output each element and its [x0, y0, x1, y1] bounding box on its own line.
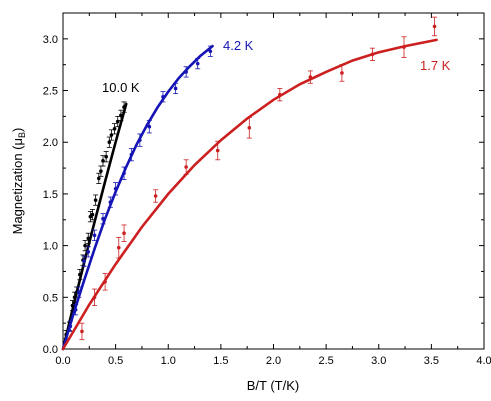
data-point — [215, 148, 220, 153]
data-point — [113, 186, 118, 191]
data-point — [103, 280, 107, 284]
y-axis-title-mu: μ — [10, 138, 25, 146]
data-point — [195, 61, 200, 66]
data-point — [122, 105, 126, 109]
data-point — [278, 92, 282, 97]
data-point — [92, 233, 97, 238]
series-group — [61, 44, 214, 351]
y-tick-label: 0.5 — [43, 292, 58, 304]
fit-curve — [61, 102, 128, 351]
data-point — [308, 75, 313, 79]
x-tick-label: 4.0 — [476, 355, 491, 367]
x-tick-label: 3.0 — [371, 355, 386, 367]
x-tick-label: 0.0 — [55, 355, 70, 367]
data-point — [82, 259, 86, 263]
data-point — [402, 45, 406, 49]
axis-ticks — [62, 12, 485, 350]
data-point — [104, 154, 108, 159]
x-tick-label: 0.5 — [108, 355, 123, 367]
data-point — [173, 86, 178, 91]
data-point — [107, 140, 112, 145]
data-point — [153, 194, 158, 198]
series-group — [61, 101, 128, 351]
x-axis-title: B/T (T/K) — [247, 378, 299, 393]
data-point — [86, 236, 91, 241]
y-tick-label: 2.0 — [43, 137, 58, 149]
data-point — [122, 231, 126, 236]
series-layer — [61, 16, 438, 351]
x-tick-label: 3.5 — [424, 355, 439, 367]
data-point — [68, 324, 73, 329]
y-tick-label: 0.0 — [43, 344, 58, 356]
data-point — [78, 272, 82, 277]
data-point — [208, 49, 213, 54]
series-label-10k: 10.0 K — [102, 80, 140, 95]
data-point — [92, 295, 97, 300]
data-point — [184, 165, 188, 169]
y-axis-title-main: Magnetization ( — [10, 145, 25, 235]
data-point — [184, 70, 188, 74]
data-point — [101, 216, 105, 221]
y-axis-title: Magnetization (μB) — [10, 128, 27, 235]
data-point — [116, 245, 121, 250]
y-tick-label: 1.5 — [43, 189, 58, 201]
data-point — [73, 307, 78, 312]
data-point — [247, 125, 252, 130]
series-group — [61, 16, 438, 351]
data-point — [90, 212, 95, 217]
y-tick-label: 3.0 — [43, 34, 58, 46]
data-point — [93, 198, 98, 202]
data-point — [122, 171, 126, 176]
data-point — [370, 52, 375, 57]
data-point — [119, 113, 123, 118]
fit-curve — [61, 38, 438, 351]
y-axis-title-sub: B — [17, 132, 27, 138]
data-point — [96, 176, 101, 181]
y-axis-title-close: ) — [10, 128, 25, 132]
data-point — [161, 94, 165, 99]
data-point — [80, 329, 84, 334]
data-point — [138, 138, 142, 142]
data-point — [112, 126, 117, 131]
data-point — [432, 24, 437, 29]
data-point — [129, 152, 134, 157]
y-tick-labels: 0.0 0.5 1.0 1.5 2.0 2.5 3.0 — [43, 34, 58, 356]
x-tick-label: 2.0 — [266, 355, 281, 367]
x-tick-label: 1.0 — [161, 355, 176, 367]
x-tick-labels: 0.0 0.5 1.0 1.5 2.0 2.5 3.0 3.5 4.0 — [55, 355, 491, 367]
x-tick-label: 2.5 — [318, 355, 333, 367]
data-point — [147, 124, 152, 129]
series-label-4k: 4.2 K — [223, 38, 254, 53]
data-point — [108, 200, 113, 204]
data-point — [76, 290, 81, 294]
x-tick-label: 1.5 — [213, 355, 228, 367]
series-label-1k: 1.7 K — [420, 58, 451, 73]
y-tick-label: 2.5 — [43, 86, 58, 98]
data-point — [340, 71, 344, 75]
data-point — [99, 169, 103, 173]
y-tick-label: 1.0 — [43, 241, 58, 253]
data-point — [86, 250, 91, 254]
